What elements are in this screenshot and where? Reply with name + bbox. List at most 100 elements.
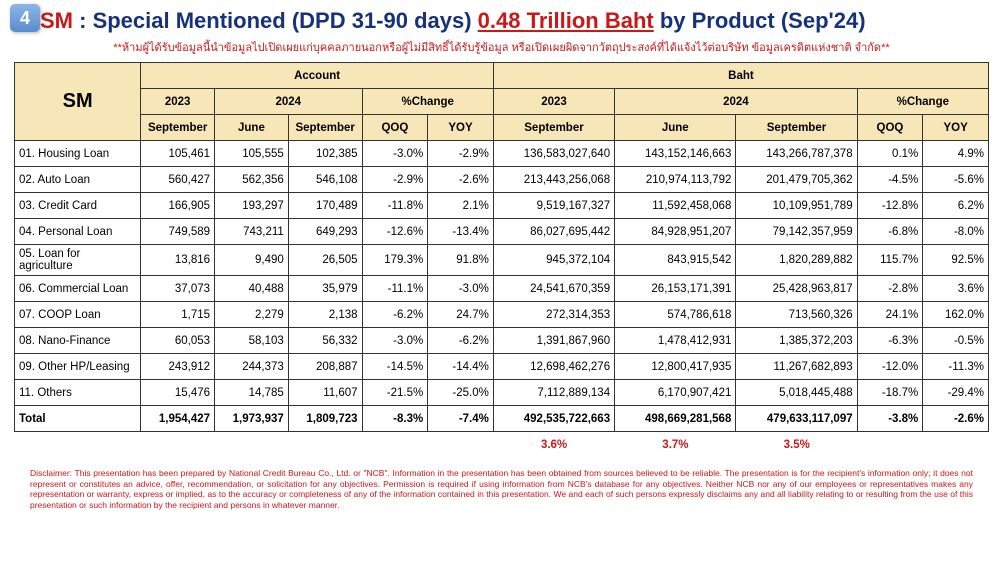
cell: 574,786,618	[615, 302, 736, 328]
header-sm: SM	[15, 63, 141, 141]
title-amount: 0.48 Trillion Baht	[478, 8, 654, 33]
cell: 945,372,104	[493, 245, 614, 276]
cell: 1,809,723	[288, 406, 362, 432]
cell: -29.4%	[923, 380, 989, 406]
row-label: 01. Housing Loan	[15, 141, 141, 167]
cell: 13,816	[141, 245, 215, 276]
title-mid: Special Mentioned (DPD 31-90 days)	[93, 8, 478, 33]
cell: 1,973,937	[215, 406, 289, 432]
header-a-sep23: September	[141, 115, 215, 141]
cell: 162.0%	[923, 302, 989, 328]
row-label: 07. COOP Loan	[15, 302, 141, 328]
cell: 26,153,171,391	[615, 276, 736, 302]
cell: 6,170,907,421	[615, 380, 736, 406]
cell: -12.6%	[362, 219, 428, 245]
cell: -14.5%	[362, 354, 428, 380]
cell: 749,589	[141, 219, 215, 245]
cell: -3.0%	[362, 328, 428, 354]
ratio-2023: 3.6%	[493, 432, 614, 458]
cell: -11.3%	[923, 354, 989, 380]
cell: 24.7%	[428, 302, 494, 328]
cell: 1,478,412,931	[615, 328, 736, 354]
cell: -2.6%	[428, 167, 494, 193]
cell: 11,607	[288, 380, 362, 406]
table-row: 03. Credit Card 166,905 193,297 170,489 …	[15, 193, 989, 219]
table-row: 09. Other HP/Leasing 243,912 244,373 208…	[15, 354, 989, 380]
cell: -6.8%	[857, 219, 923, 245]
cell: 24,541,670,359	[493, 276, 614, 302]
cell: 1,715	[141, 302, 215, 328]
cell: 60,053	[141, 328, 215, 354]
header-b-2023: 2023	[493, 89, 614, 115]
cell: -2.9%	[362, 167, 428, 193]
cell: -21.5%	[362, 380, 428, 406]
cell: -2.8%	[857, 276, 923, 302]
cell: 37,073	[141, 276, 215, 302]
header-a-change: %Change	[362, 89, 493, 115]
cell: 10,109,951,789	[736, 193, 857, 219]
cell: 56,332	[288, 328, 362, 354]
row-label: 06. Commercial Loan	[15, 276, 141, 302]
cell: -6.2%	[362, 302, 428, 328]
cell: 84,928,951,207	[615, 219, 736, 245]
cell: 11,267,682,893	[736, 354, 857, 380]
cell: 1,385,372,203	[736, 328, 857, 354]
cell: 166,905	[141, 193, 215, 219]
cell: 1,391,867,960	[493, 328, 614, 354]
cell: 11,592,458,068	[615, 193, 736, 219]
header-b-sep23: September	[493, 115, 614, 141]
table-row: 05. Loan for agriculture 13,816 9,490 26…	[15, 245, 989, 276]
cell: 12,800,417,935	[615, 354, 736, 380]
cell: 498,669,281,568	[615, 406, 736, 432]
slide-number-badge: 4	[10, 4, 40, 32]
ratio-row: 3.6% 3.7% 3.5%	[14, 432, 989, 458]
header-a-sep24: September	[288, 115, 362, 141]
cell: -6.3%	[857, 328, 923, 354]
disclaimer: Disclaimer: This presentation has been p…	[0, 458, 1003, 511]
table-row: 06. Commercial Loan 37,073 40,488 35,979…	[15, 276, 989, 302]
header-baht: Baht	[493, 63, 988, 89]
cell: 213,443,256,068	[493, 167, 614, 193]
row-label: 04. Personal Loan	[15, 219, 141, 245]
cell: 179.3%	[362, 245, 428, 276]
header-b-jun24: June	[615, 115, 736, 141]
cell: 9,490	[215, 245, 289, 276]
table-row: 11. Others 15,476 14,785 11,607 -21.5% -…	[15, 380, 989, 406]
cell: 649,293	[288, 219, 362, 245]
header-a-qoq: QOQ	[362, 115, 428, 141]
cell: 105,461	[141, 141, 215, 167]
row-label: 02. Auto Loan	[15, 167, 141, 193]
cell: 479,633,117,097	[736, 406, 857, 432]
warning-line: **ห้ามผู้ได้รับข้อมูลนี้นำข้อมูลไปเปิดเผ…	[0, 36, 1003, 62]
cell: 201,479,705,362	[736, 167, 857, 193]
cell: 40,488	[215, 276, 289, 302]
cell: 143,152,146,663	[615, 141, 736, 167]
cell: 562,356	[215, 167, 289, 193]
row-label: 11. Others	[15, 380, 141, 406]
cell: 92.5%	[923, 245, 989, 276]
cell: 170,489	[288, 193, 362, 219]
cell: 79,142,357,959	[736, 219, 857, 245]
cell: 713,560,326	[736, 302, 857, 328]
header-b-change: %Change	[857, 89, 988, 115]
table-row: 02. Auto Loan 560,427 562,356 546,108 -2…	[15, 167, 989, 193]
cell: 193,297	[215, 193, 289, 219]
table-row: 04. Personal Loan 749,589 743,211 649,29…	[15, 219, 989, 245]
cell: 91.8%	[428, 245, 494, 276]
cell: -6.2%	[428, 328, 494, 354]
cell: 115.7%	[857, 245, 923, 276]
cell: -18.7%	[857, 380, 923, 406]
cell: 1,954,427	[141, 406, 215, 432]
cell: 546,108	[288, 167, 362, 193]
cell: 743,211	[215, 219, 289, 245]
cell: -3.8%	[857, 406, 923, 432]
header-a-yoy: YOY	[428, 115, 494, 141]
cell: -2.6%	[923, 406, 989, 432]
cell: 3.6%	[923, 276, 989, 302]
cell: -8.3%	[362, 406, 428, 432]
cell: -25.0%	[428, 380, 494, 406]
cell: 843,915,542	[615, 245, 736, 276]
header-b-sep24: September	[736, 115, 857, 141]
cell: 2,138	[288, 302, 362, 328]
cell: 2,279	[215, 302, 289, 328]
